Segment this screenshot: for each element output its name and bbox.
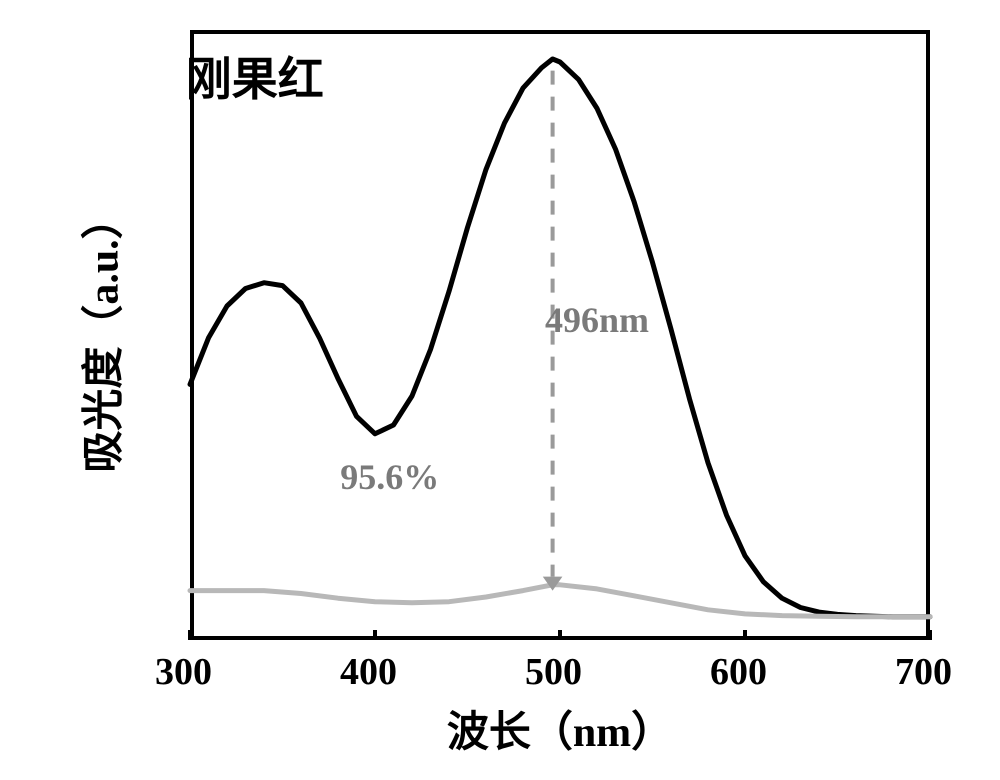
- x-axis-label: 波长（nm）: [447, 698, 673, 759]
- legend-title: 刚果红: [186, 43, 324, 109]
- x-tick-label: 400: [340, 650, 397, 694]
- percent-annotation: 95.6%: [340, 456, 439, 498]
- chart-svg: [50, 20, 950, 760]
- x-tick-label: 700: [895, 650, 952, 694]
- x-tick-label: 500: [525, 650, 582, 694]
- y-axis-label: 吸光度（a.u.）: [70, 197, 131, 472]
- chart-figure: 吸光度（a.u.） 波长（nm） 刚果红 496nm 95.6% 300 400 5…: [50, 20, 950, 760]
- x-tick-label: 300: [155, 650, 212, 694]
- x-tick-label: 600: [710, 650, 767, 694]
- peak-annotation: 496nm: [545, 299, 649, 341]
